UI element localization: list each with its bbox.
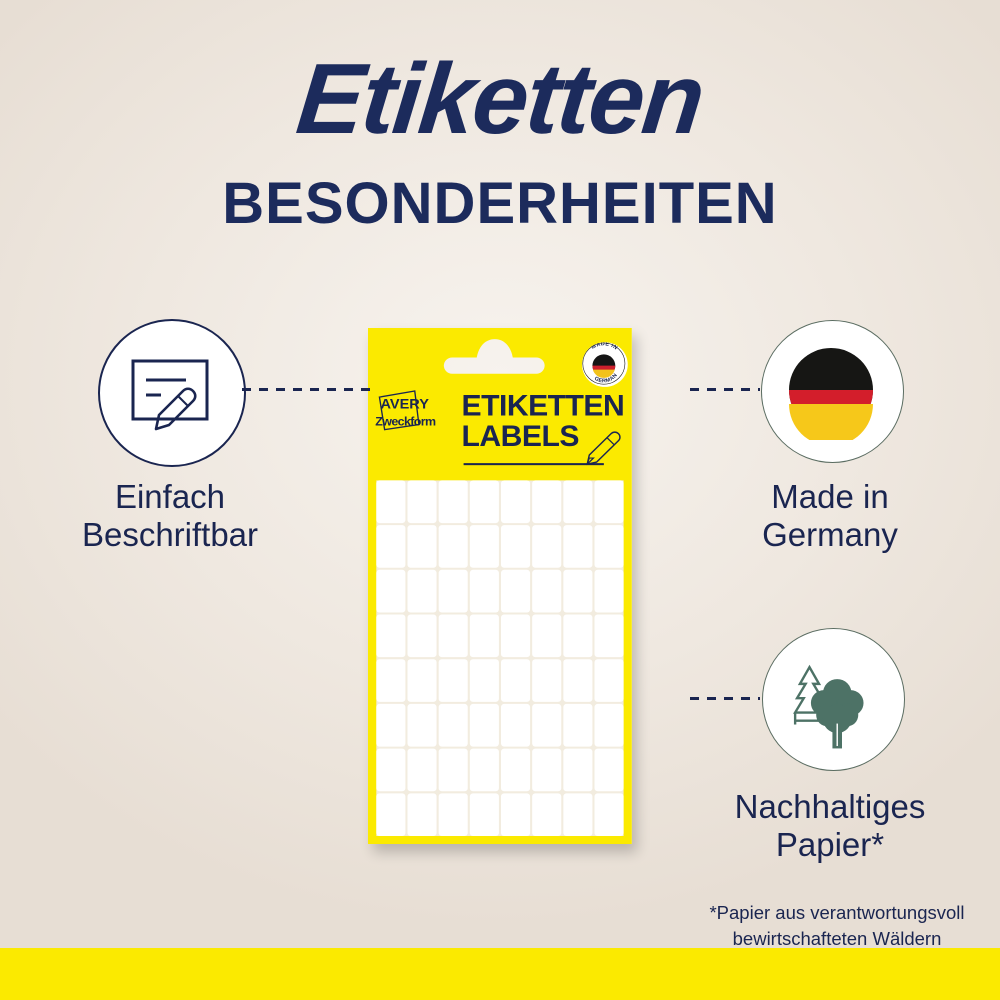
svg-text:MADE IN: MADE IN [590, 342, 618, 351]
